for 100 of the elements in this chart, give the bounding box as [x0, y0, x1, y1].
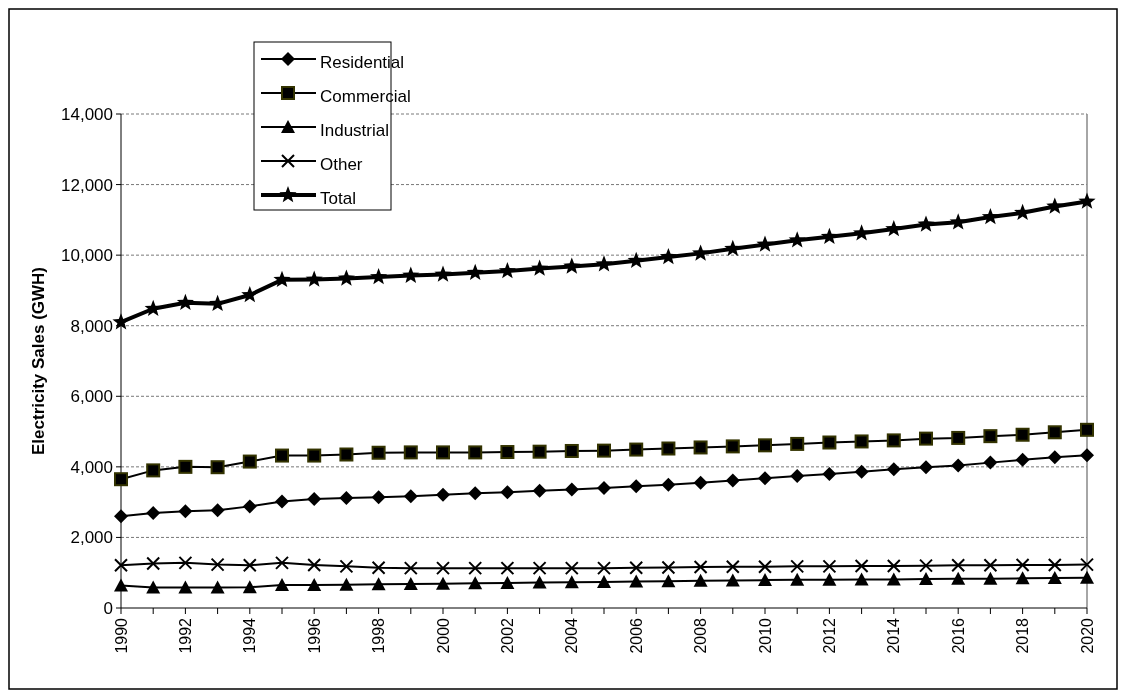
point	[339, 577, 354, 591]
point	[466, 263, 484, 281]
point	[176, 293, 194, 311]
point	[1014, 203, 1032, 221]
point	[307, 557, 322, 572]
point	[498, 262, 516, 279]
point	[146, 463, 161, 478]
point	[500, 485, 515, 500]
point	[242, 580, 257, 594]
point	[951, 458, 966, 473]
point	[886, 572, 901, 586]
point	[725, 473, 740, 488]
x-tick-label: 2012	[821, 617, 838, 654]
point	[854, 572, 869, 586]
point	[981, 208, 999, 225]
point	[693, 560, 708, 575]
point	[500, 575, 515, 589]
x-tick-label: 2014	[885, 617, 903, 654]
legend-label: Other	[320, 154, 363, 174]
point	[1047, 571, 1062, 585]
point	[436, 445, 450, 460]
point	[114, 578, 128, 592]
point	[564, 561, 579, 576]
point	[854, 559, 869, 574]
point	[629, 479, 644, 494]
x-tick-label: 2000	[434, 617, 452, 654]
point	[307, 491, 322, 506]
point	[178, 555, 193, 570]
point	[790, 559, 805, 574]
y-tick-label: 6,000	[70, 387, 113, 407]
point	[1047, 425, 1062, 440]
x-tick-label: 1992	[177, 617, 194, 654]
y-tick-label: 0	[103, 598, 113, 618]
point	[532, 444, 547, 459]
point	[210, 460, 225, 475]
x-tick-label: 1996	[305, 617, 323, 654]
point	[403, 577, 418, 591]
point	[532, 575, 547, 589]
x-tick-label: 2004	[563, 617, 581, 654]
point	[1015, 557, 1030, 572]
point	[178, 459, 193, 474]
point	[886, 433, 901, 448]
point	[983, 571, 998, 585]
point	[951, 430, 966, 445]
point	[468, 445, 483, 460]
point	[242, 454, 257, 469]
legend-label: Total	[320, 188, 356, 208]
y-tick-label: 8,000	[70, 316, 113, 336]
point	[1080, 422, 1094, 437]
point	[532, 561, 547, 576]
point	[758, 559, 772, 574]
point	[919, 431, 933, 446]
point	[146, 506, 161, 521]
point	[500, 445, 515, 460]
x-tick-label: 2016	[949, 617, 967, 654]
point	[1015, 452, 1030, 467]
point	[758, 471, 772, 486]
point	[210, 557, 225, 572]
point	[275, 555, 289, 570]
y-tick-label: 4,000	[70, 457, 113, 477]
point	[661, 477, 676, 492]
point	[983, 455, 998, 470]
point	[436, 576, 450, 590]
point	[693, 573, 708, 587]
point	[436, 561, 450, 576]
point	[1080, 570, 1094, 584]
point	[659, 247, 677, 265]
point	[822, 572, 837, 586]
point	[339, 447, 354, 462]
point	[661, 441, 676, 456]
point	[788, 231, 806, 248]
point	[371, 490, 386, 505]
point	[983, 558, 998, 573]
point	[949, 213, 967, 230]
point	[661, 560, 676, 575]
point	[822, 559, 837, 574]
point	[886, 462, 901, 477]
point	[629, 442, 644, 457]
point	[532, 483, 547, 498]
point	[112, 313, 130, 330]
point	[339, 559, 354, 574]
point	[178, 580, 193, 594]
y-axis-title: Electricity Sales (GWH)	[29, 266, 48, 456]
point	[468, 576, 483, 590]
point	[371, 445, 386, 460]
x-tick-label: 1990	[112, 617, 130, 654]
point	[919, 572, 933, 586]
point	[564, 482, 579, 497]
point	[1015, 427, 1030, 442]
x-tick-label: 1994	[241, 617, 259, 654]
point	[434, 265, 452, 282]
point	[273, 270, 291, 288]
legend-label: Residential	[320, 52, 405, 72]
point	[1080, 557, 1094, 572]
point	[371, 560, 386, 575]
point	[305, 270, 323, 287]
point	[951, 571, 966, 585]
y-tick-label: 2,000	[70, 528, 113, 548]
point	[790, 469, 805, 484]
point	[597, 443, 611, 458]
